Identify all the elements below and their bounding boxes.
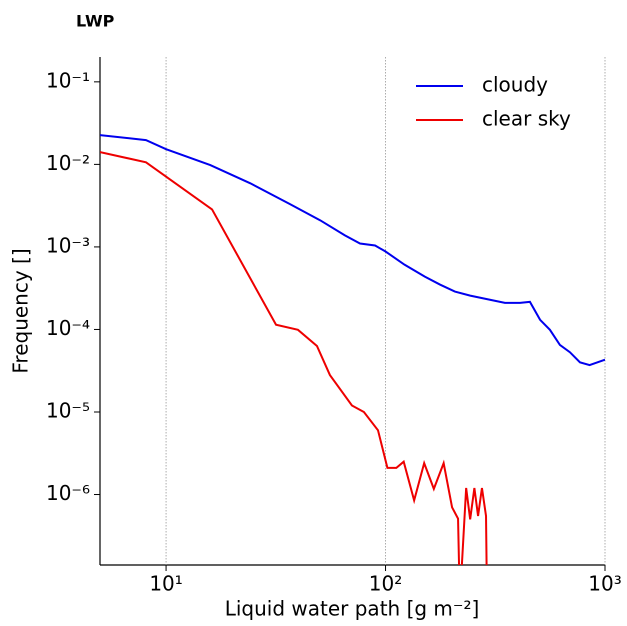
chart-title: LWP [76,12,115,31]
y-tick-label: 10⁻⁶ [46,481,90,505]
line-series [100,134,605,367]
legend-label: clear sky [482,107,571,131]
x-tick-label: 10² [369,572,402,596]
y-tick-label: 10⁻² [46,151,90,175]
x-tick-label: 10³ [588,572,621,596]
x-tick-label: 10¹ [149,572,182,596]
y-tick-label: 10⁻⁵ [46,398,90,422]
y-axis-label: Frequency [] [9,248,33,373]
line-series [100,151,488,565]
legend-label: cloudy [482,73,548,97]
y-tick-label: 10⁻⁴ [46,316,90,340]
y-tick-label: 10⁻³ [46,233,90,257]
x-axis-label: Liquid water path [g m⁻²] [225,597,480,621]
y-tick-label: 10⁻¹ [46,68,90,92]
